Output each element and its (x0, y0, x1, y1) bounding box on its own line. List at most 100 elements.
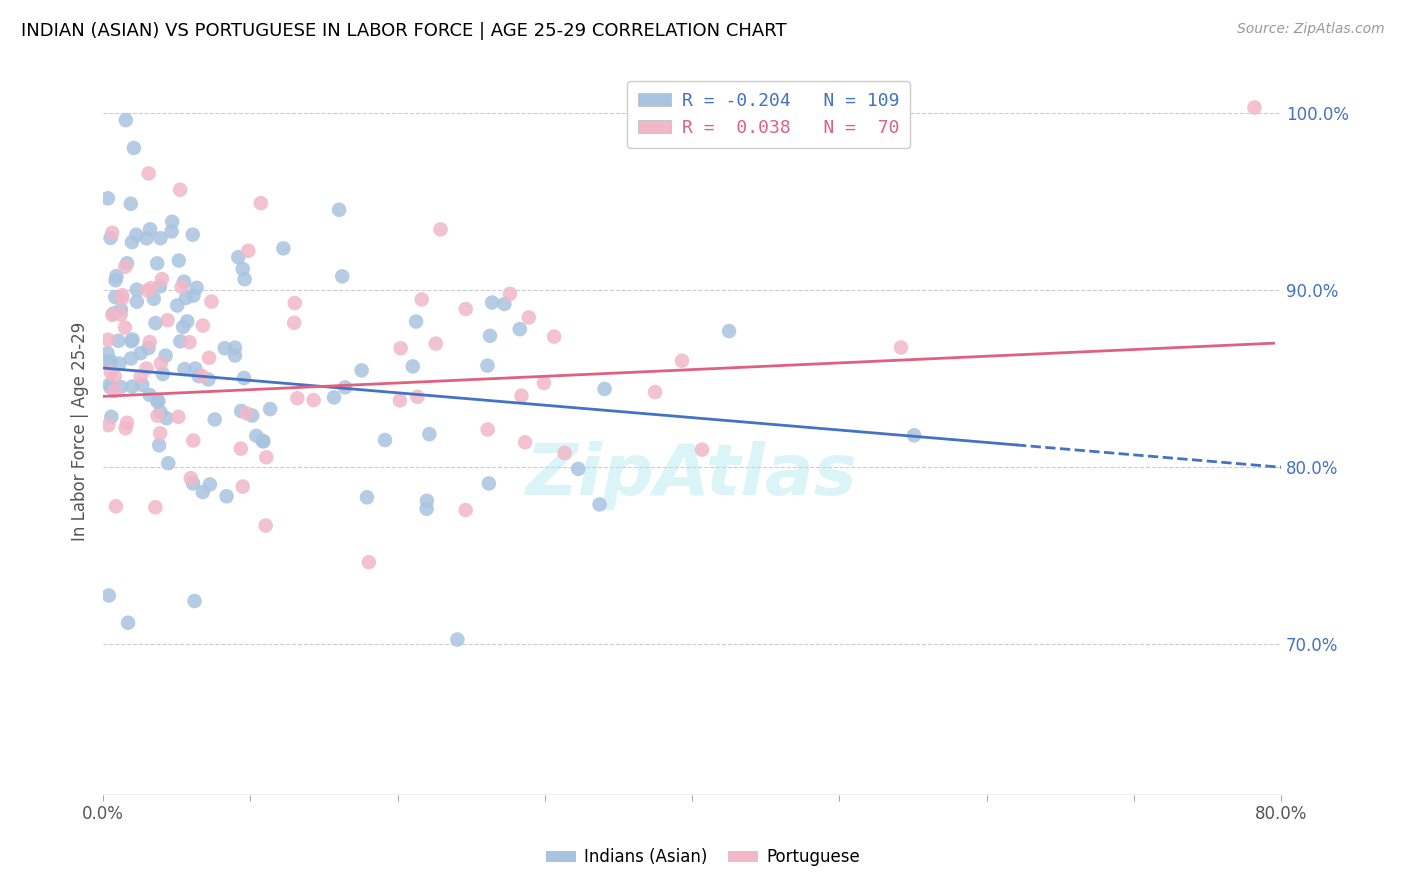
Point (533, 376, 555, 390)
Point (181, 434, 204, 448)
Point (100, 354, 122, 368)
Point (176, 314, 198, 328)
Point (125, 227, 148, 242)
Point (111, 291, 134, 305)
Point (191, 485, 214, 500)
Point (114, 320, 136, 334)
Point (135, 231, 157, 245)
Point (357, 555, 380, 569)
Point (477, 359, 499, 373)
Point (232, 261, 254, 276)
Point (446, 632, 468, 647)
Point (567, 462, 589, 476)
Point (302, 393, 325, 408)
Point (554, 446, 576, 460)
Point (198, 351, 221, 365)
Point (173, 275, 195, 289)
Point (101, 308, 124, 322)
Point (718, 324, 741, 338)
Point (179, 335, 201, 350)
Point (149, 231, 172, 245)
Point (97, 589, 120, 603)
Point (224, 349, 246, 363)
Point (129, 346, 152, 360)
Point (481, 295, 503, 310)
Point (388, 393, 411, 408)
Point (115, 416, 138, 430)
Point (146, 409, 169, 423)
Point (173, 362, 195, 376)
Point (181, 476, 204, 491)
Point (231, 404, 253, 418)
Point (454, 301, 477, 316)
Point (114, 113, 136, 128)
Point (240, 409, 263, 423)
Point (259, 402, 281, 417)
Point (254, 518, 277, 533)
Point (181, 227, 204, 242)
Point (110, 308, 132, 322)
Point (323, 391, 346, 405)
Legend: R = -0.204   N = 109, R =  0.038   N =  70: R = -0.204 N = 109, R = 0.038 N = 70 (627, 81, 910, 148)
Point (890, 341, 912, 355)
Point (588, 498, 610, 512)
Point (110, 302, 132, 317)
Point (254, 450, 277, 465)
Point (174, 291, 197, 305)
Legend: Indians (Asian), Portuguese: Indians (Asian), Portuguese (540, 842, 866, 873)
Point (160, 224, 183, 238)
Point (252, 434, 274, 448)
Point (415, 501, 437, 516)
Point (157, 456, 180, 470)
Point (104, 500, 127, 514)
Point (1243, 101, 1265, 115)
Text: ZipAtlas: ZipAtlas (526, 441, 858, 510)
Point (198, 477, 221, 491)
Point (233, 371, 256, 385)
Point (139, 222, 162, 236)
Text: INDIAN (ASIAN) VS PORTUGUESE IN LABOR FORCE | AGE 25-29 CORRELATION CHART: INDIAN (ASIAN) VS PORTUGUESE IN LABOR FO… (21, 22, 787, 40)
Point (103, 384, 125, 398)
Point (184, 361, 207, 376)
Point (356, 491, 378, 505)
Point (105, 269, 128, 284)
Point (149, 426, 172, 441)
Point (98, 377, 121, 392)
Point (690, 442, 713, 457)
Point (232, 479, 254, 493)
Point (350, 363, 373, 377)
Point (330, 269, 353, 284)
Text: Source: ZipAtlas.com: Source: ZipAtlas.com (1237, 22, 1385, 37)
Point (478, 476, 501, 491)
Point (122, 141, 145, 155)
Point (138, 388, 160, 402)
Point (200, 294, 222, 309)
Point (97, 191, 120, 205)
Point (148, 438, 170, 452)
Point (114, 421, 136, 435)
Point (235, 406, 257, 420)
Point (411, 293, 433, 307)
Point (114, 260, 136, 274)
Point (138, 166, 160, 180)
Point (146, 256, 169, 270)
Point (284, 296, 307, 310)
Point (149, 405, 172, 419)
Point (108, 356, 131, 370)
Point (250, 196, 273, 211)
Point (107, 334, 129, 348)
Point (110, 380, 132, 394)
Point (169, 183, 191, 197)
Point (494, 297, 516, 311)
Point (100, 409, 122, 424)
Point (477, 422, 499, 436)
Point (479, 328, 502, 343)
Point (167, 253, 190, 268)
Point (117, 615, 139, 630)
Point (517, 310, 540, 325)
Point (215, 489, 238, 503)
Point (229, 442, 252, 456)
Point (121, 379, 143, 393)
Point (402, 359, 425, 374)
Point (183, 594, 205, 608)
